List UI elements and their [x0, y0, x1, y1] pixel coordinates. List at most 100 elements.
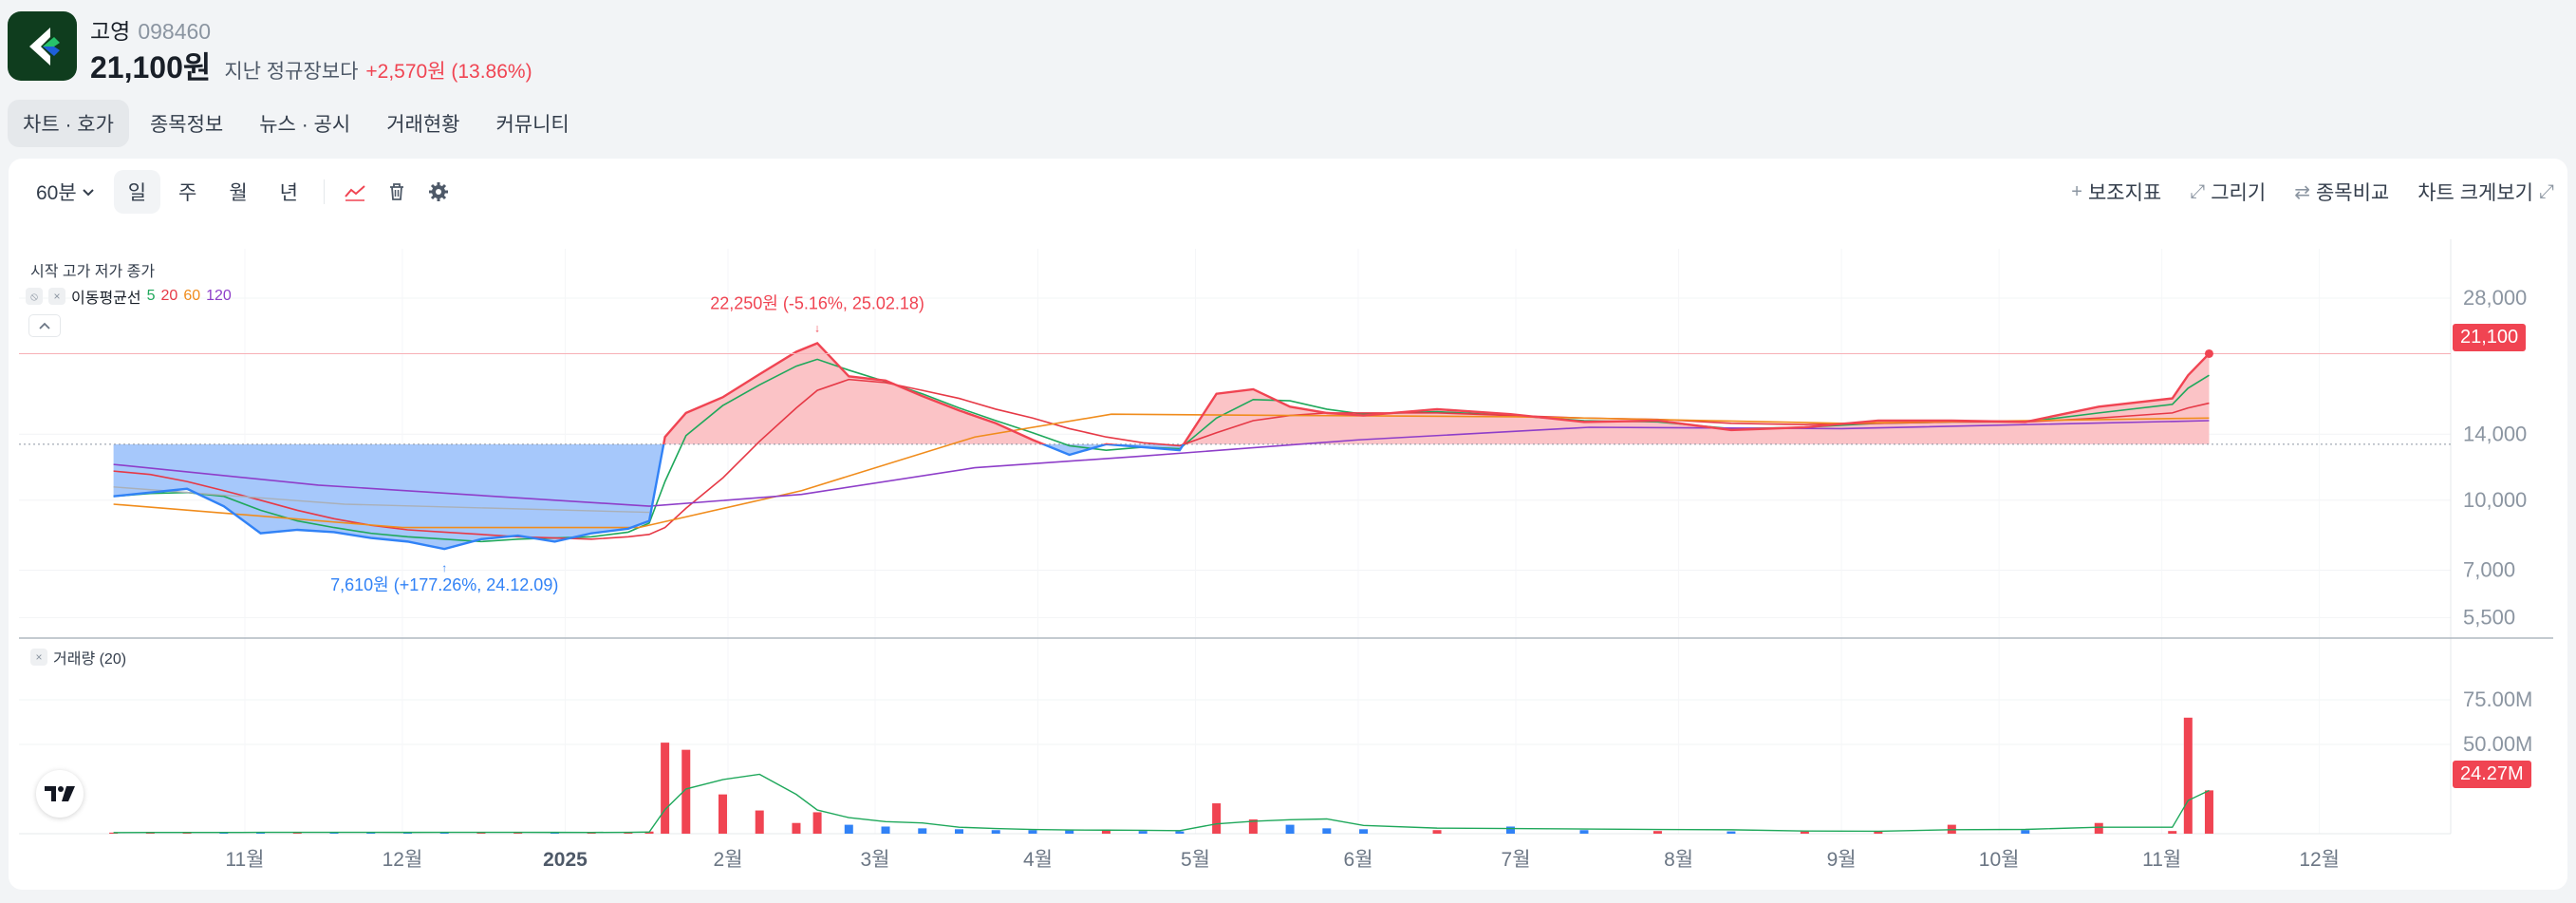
volume-label: 거래량 (20) [53, 651, 127, 668]
chevron-up-icon [39, 322, 50, 329]
tab-trading-status[interactable]: 거래현황 [386, 114, 460, 136]
volume-bar [718, 794, 727, 834]
volume-bar [1800, 831, 1809, 834]
area-below-baseline [113, 443, 2210, 550]
tab-chart-orderbook[interactable]: 차트 · 호가 [8, 100, 129, 147]
high-arrow: ↓ [814, 321, 820, 334]
y-tick-label: 10,000 [2463, 488, 2527, 512]
last-price-dot [2204, 348, 2213, 358]
price-line-up [662, 342, 2211, 444]
toolbar-left: 60분 일 주 월 년 [22, 170, 457, 214]
volume-bar [1874, 831, 1883, 834]
ma60-line [113, 413, 2210, 529]
volume-bar [1065, 830, 1074, 834]
x-tick-label: 12월 [383, 849, 423, 871]
y-tick-label: 7,000 [2463, 558, 2515, 582]
y-tick-label: 14,000 [2463, 422, 2527, 445]
eye-hidden-icon[interactable]: ⦸ [26, 288, 43, 305]
close-icon[interactable]: × [48, 288, 65, 305]
company-logo-icon [28, 27, 60, 66]
draw-label: 그리기 [2211, 182, 2267, 204]
x-tick-label: 11월 [2142, 849, 2181, 871]
volume-bar [476, 832, 486, 834]
volume-tick-label: 50.00M [2463, 732, 2532, 756]
volume-tag: 24.27M [2453, 761, 2531, 788]
volume-ma-line [113, 773, 2210, 834]
volume-bar [1359, 829, 1369, 834]
volume-bar [1101, 829, 1111, 834]
x-tick-label: 2월 [714, 849, 743, 871]
chart-type-button[interactable] [336, 173, 374, 211]
expand-chart-button[interactable]: 차트 크게보기 ⤢ [2417, 178, 2554, 206]
toolbar-divider [324, 179, 325, 204]
indicator-label: 보조지표 [2087, 182, 2162, 204]
collapse-legend-button[interactable] [28, 314, 61, 337]
company-logo [8, 11, 77, 81]
indicator-button[interactable]: + 보조지표 [2071, 178, 2161, 206]
volume-bar [1175, 831, 1185, 834]
delete-button[interactable] [378, 173, 416, 211]
settings-button[interactable] [420, 173, 457, 211]
section-tabs: 차트 · 호가 종목정보 뉴스 · 공시 거래현황 커뮤니티 [8, 100, 585, 147]
compare-button[interactable]: ⇄ 종목비교 [2294, 178, 2389, 206]
close-icon[interactable]: × [30, 649, 47, 666]
tab-stock-info[interactable]: 종목정보 [149, 114, 224, 136]
price-line-down [113, 443, 1185, 551]
volume-bar [1322, 828, 1332, 834]
interval-select[interactable]: 60분 [22, 170, 110, 214]
volume-bar [329, 832, 339, 834]
volume-bar [1432, 830, 1442, 834]
volume-bar [1285, 824, 1295, 834]
period-month-button[interactable]: 월 [229, 182, 248, 204]
low-arrow: ↑ [441, 561, 447, 574]
last-price-tag: 21,100 [2453, 324, 2527, 351]
x-tick-label: 8월 [1664, 849, 1693, 871]
x-tick-label: 4월 [1023, 849, 1053, 871]
area-above-baseline [113, 343, 2210, 444]
volume-bar [991, 830, 1000, 834]
volume-bar [2183, 717, 2193, 834]
ma20-label: 20 [160, 288, 178, 304]
volume-bar [1579, 830, 1589, 834]
ma60-label: 60 [183, 288, 201, 304]
period-week-button[interactable]: 주 [178, 182, 197, 204]
y-tick-label: 28,000 [2463, 286, 2527, 310]
chevron-down-icon [82, 189, 94, 197]
stock-code: 098460 [138, 19, 212, 44]
period-year-button[interactable]: 년 [279, 182, 298, 204]
ma-legend: ⦸ × 이동평균선 5 20 60 120 [26, 285, 232, 308]
x-tick-label: 5월 [1181, 849, 1210, 871]
volume-bar [844, 824, 853, 834]
ma-gray-line [113, 486, 650, 514]
trash-icon [390, 183, 403, 200]
high-annotation: 22,250원 (-5.16%, 25.02.18) [710, 293, 924, 312]
ohlc-legend: 시작 고가 저가 종가 [30, 264, 156, 280]
stock-name: 고영 [90, 19, 131, 44]
ma20-line [113, 378, 2210, 540]
x-tick-label: 7월 [1502, 849, 1531, 871]
x-tick-label: 6월 [1344, 849, 1373, 871]
volume-bar [219, 832, 229, 834]
toolbar-right: + 보조지표 ⤢ 그리기 ⇄ 종목비교 차트 크게보기 ⤢ [2071, 172, 2554, 212]
tab-community[interactable]: 커뮤니티 [495, 114, 569, 136]
volume-bar [681, 749, 691, 834]
expand-icon: ⤢ [2539, 180, 2554, 202]
swap-icon: ⇄ [2294, 181, 2310, 203]
draw-button[interactable]: ⤢ 그리기 [2190, 178, 2266, 206]
tradingview-logo[interactable] [36, 770, 84, 818]
compare-label-btn: 종목비교 [2315, 182, 2390, 204]
volume-legend: × 거래량 (20) [30, 646, 126, 668]
volume-bar [954, 829, 963, 834]
period-day-button[interactable]: 일 [113, 170, 161, 214]
x-tick-label: 9월 [1827, 849, 1857, 871]
volume-bar [513, 832, 523, 834]
volume-bar [792, 822, 801, 834]
expand-label: 차트 크게보기 [2417, 182, 2533, 204]
volume-tick-label: 75.00M [2463, 687, 2532, 711]
x-tick-label: 3월 [860, 849, 889, 871]
volume-bar [1212, 803, 1222, 834]
gear-icon [429, 182, 448, 201]
tab-news-disclosure[interactable]: 뉴스 · 공시 [259, 114, 351, 136]
current-price: 21,100원 [90, 50, 212, 85]
